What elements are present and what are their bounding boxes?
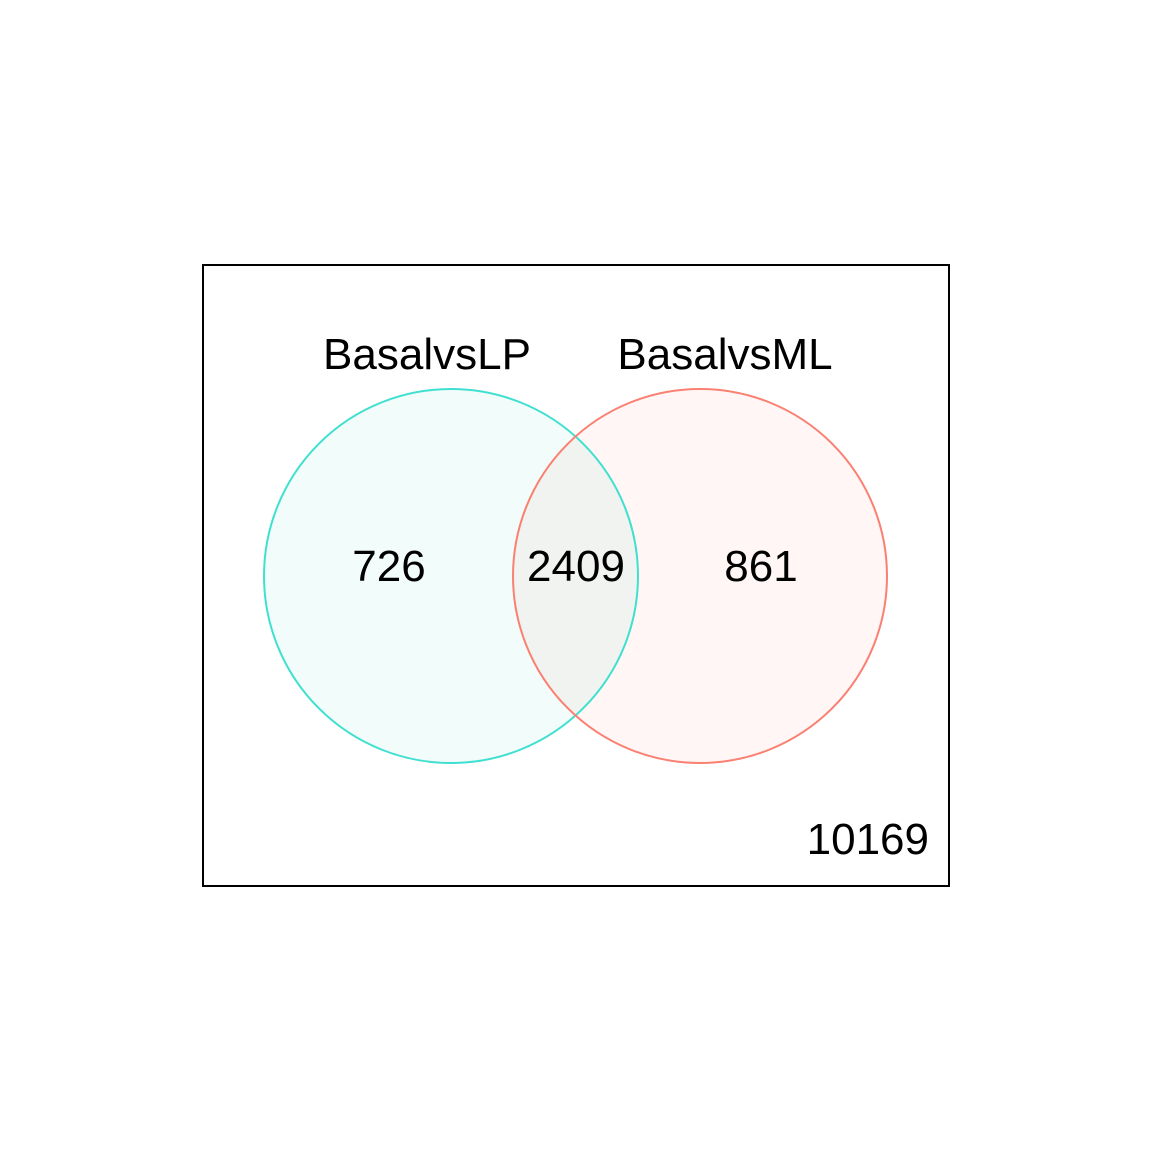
universe-box: [202, 264, 950, 887]
set-b-label: BasalvsML: [617, 330, 832, 379]
count-only-b: 861: [724, 542, 797, 591]
count-only-a: 726: [352, 542, 425, 591]
overlap-fill: [513, 389, 638, 763]
count-neither: 10169: [807, 815, 929, 864]
set-a-label: BasalvsLP: [323, 330, 531, 379]
set-a-circle: [263, 388, 639, 764]
count-both: 2409: [527, 542, 625, 591]
set-b-circle: [512, 388, 888, 764]
